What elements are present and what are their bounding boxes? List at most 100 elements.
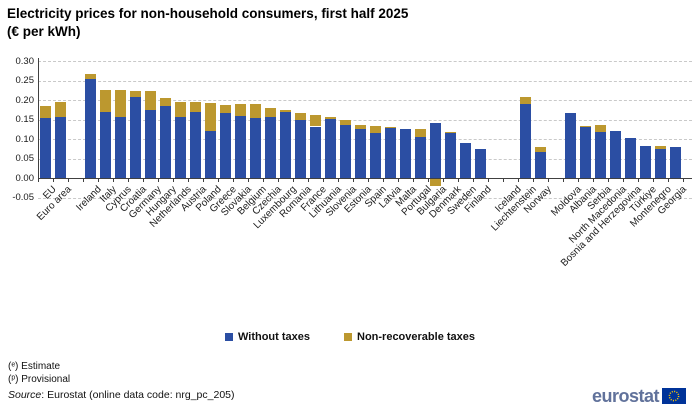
bar-albania-without-taxes bbox=[579, 127, 591, 178]
y-axis-label: 0.10 bbox=[15, 133, 35, 145]
bar-estonia-without-taxes bbox=[354, 128, 366, 178]
bar-ireland-non-recoverable-taxes bbox=[84, 74, 96, 79]
axis-tick bbox=[112, 178, 114, 182]
bar-euro-area-non-recoverable-taxes bbox=[54, 102, 66, 117]
bar-sweden-without-taxes bbox=[459, 142, 471, 178]
axis-tick bbox=[52, 178, 54, 182]
axis-tick bbox=[412, 178, 414, 182]
bar-latvia-non-recoverable-taxes bbox=[384, 127, 396, 129]
bar-cyprus-without-taxes bbox=[114, 116, 126, 178]
axis-tick bbox=[652, 178, 654, 182]
legend-label-without-taxes: Without taxes bbox=[237, 331, 310, 343]
bar-denmark-without-taxes bbox=[444, 133, 456, 179]
axis-tick bbox=[322, 178, 324, 182]
axis-tick bbox=[127, 178, 129, 182]
axis-tick bbox=[592, 178, 594, 182]
axis-tick bbox=[292, 178, 294, 182]
bar-bosnia-and-herzegovina-without-taxes bbox=[624, 137, 636, 178]
bar-greece-without-taxes bbox=[219, 113, 231, 178]
legend-swatch-without-taxes bbox=[224, 333, 233, 341]
axis-tick bbox=[682, 178, 684, 182]
axis-tick bbox=[577, 178, 579, 182]
bar-estonia-non-recoverable-taxes bbox=[354, 124, 366, 129]
bar-latvia-without-taxes bbox=[384, 128, 396, 178]
bar-romania-non-recoverable-taxes bbox=[294, 113, 306, 120]
chart-title: Electricity prices for non-household con… bbox=[7, 5, 667, 40]
axis-tick bbox=[472, 178, 474, 182]
eurostat-logo: eurostat bbox=[592, 387, 686, 405]
bar-spain-without-taxes bbox=[369, 132, 381, 178]
legend-label-non-recoverable-taxes: Non-recoverable taxes bbox=[357, 331, 475, 343]
source-text: : Eurostat (online data code: nrg_pc_205… bbox=[41, 389, 235, 401]
bar-liechtenstein-non-recoverable-taxes bbox=[519, 97, 531, 104]
gridline bbox=[38, 100, 692, 101]
axis-tick bbox=[502, 178, 504, 182]
bar-montenegro-without-taxes bbox=[654, 149, 666, 178]
bar-netherlands-non-recoverable-taxes bbox=[174, 102, 186, 117]
axis-tick bbox=[337, 178, 339, 182]
bar-germany-without-taxes bbox=[144, 109, 156, 179]
bar-euro-area-without-taxes bbox=[54, 116, 66, 178]
axis-tick bbox=[232, 178, 234, 182]
y-axis-line bbox=[38, 58, 39, 178]
bar-france-without-taxes bbox=[309, 126, 321, 178]
bar-slovenia-non-recoverable-taxes bbox=[339, 119, 351, 125]
axis-tick bbox=[517, 178, 519, 182]
bar-denmark-non-recoverable-taxes bbox=[444, 132, 456, 134]
bar-norway-non-recoverable-taxes bbox=[534, 147, 546, 152]
y-axis-label: 0.30 bbox=[15, 55, 35, 67]
bar-luxembourg-non-recoverable-taxes bbox=[279, 109, 291, 112]
chart-title-line1: Electricity prices for non-household con… bbox=[7, 6, 409, 21]
axis-tick bbox=[382, 178, 384, 182]
axis-tick bbox=[397, 178, 399, 182]
legend: Without taxes Non-recoverable taxes bbox=[0, 331, 700, 343]
bar-cyprus-non-recoverable-taxes bbox=[114, 90, 126, 117]
bar-t-rkiye-without-taxes bbox=[639, 146, 651, 178]
y-axis-label: 0.20 bbox=[15, 94, 35, 106]
bar-malta-without-taxes bbox=[399, 128, 411, 178]
legend-item-non-recoverable-taxes: Non-recoverable taxes bbox=[344, 331, 475, 343]
axis-tick bbox=[487, 178, 489, 182]
bar-hungary-non-recoverable-taxes bbox=[159, 98, 171, 106]
eurostat-logo-text: eurostat bbox=[591, 386, 660, 406]
bar-netherlands-without-taxes bbox=[174, 116, 186, 178]
bar-ireland-without-taxes bbox=[84, 78, 96, 178]
bar-montenegro-non-recoverable-taxes bbox=[654, 146, 666, 150]
axis-tick bbox=[67, 178, 69, 182]
axis-tick bbox=[547, 178, 549, 182]
y-axis-label: -0.05 bbox=[12, 192, 34, 203]
axis-tick bbox=[607, 178, 609, 182]
bar-norway-without-taxes bbox=[534, 151, 546, 178]
y-axis-label: 0.00 bbox=[15, 172, 35, 184]
chart-title-line2: (€ per kWh) bbox=[7, 23, 81, 39]
bar-slovenia-without-taxes bbox=[339, 125, 351, 178]
bar-liechtenstein-without-taxes bbox=[519, 103, 531, 178]
bar-portugal-non-recoverable-taxes bbox=[414, 129, 426, 137]
axis-tick bbox=[82, 178, 84, 182]
axis-tick bbox=[97, 178, 99, 182]
axis-tick bbox=[427, 178, 429, 182]
axis-tick bbox=[247, 178, 249, 182]
bar-hungary-without-taxes bbox=[159, 105, 171, 178]
axis-tick bbox=[217, 178, 219, 182]
axis-tick bbox=[37, 178, 39, 182]
bar-spain-non-recoverable-taxes bbox=[369, 125, 381, 133]
source-label: Source bbox=[8, 389, 42, 401]
bar-czechia-without-taxes bbox=[264, 117, 276, 178]
bar-slovakia-non-recoverable-taxes bbox=[234, 103, 246, 116]
source-note: Source: Eurostat (online data code: nrg_… bbox=[8, 389, 235, 401]
bar-austria-non-recoverable-taxes bbox=[189, 102, 201, 113]
axis-tick bbox=[157, 178, 159, 182]
y-axis-label: 0.15 bbox=[15, 114, 35, 125]
bar-belgium-without-taxes bbox=[249, 118, 261, 178]
bar-germany-non-recoverable-taxes bbox=[144, 91, 156, 110]
bar-italy-non-recoverable-taxes bbox=[99, 89, 111, 113]
bar-france-non-recoverable-taxes bbox=[309, 114, 321, 127]
bar-albania-non-recoverable-taxes bbox=[579, 125, 591, 128]
bar-croatia-without-taxes bbox=[129, 96, 141, 178]
axis-tick bbox=[637, 178, 639, 182]
bar-belgium-non-recoverable-taxes bbox=[249, 104, 261, 119]
bar-lithuania-without-taxes bbox=[324, 118, 336, 178]
